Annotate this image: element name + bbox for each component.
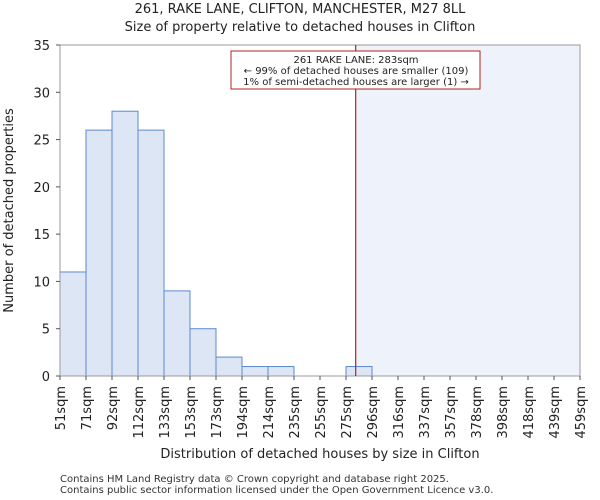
annotation-line: ← 99% of detached houses are smaller (10… <box>244 66 469 77</box>
x-tick-label: 71sqm <box>80 386 95 430</box>
x-tick-label: 194sqm <box>236 386 251 439</box>
x-tick-label: 439sqm <box>548 386 563 439</box>
x-tick-label: 235sqm <box>288 386 303 439</box>
x-tick-label: 255sqm <box>314 386 329 439</box>
histogram-bar <box>137 129 165 377</box>
x-tick-label: 296sqm <box>366 386 381 439</box>
x-tick-label: 214sqm <box>262 386 277 439</box>
y-tick-label: 5 <box>42 323 50 338</box>
histogram-bar <box>267 366 295 377</box>
x-tick-label: 378sqm <box>470 386 485 439</box>
x-tick-label: 153sqm <box>184 386 199 439</box>
annotation-box <box>230 50 481 90</box>
histogram-bar <box>215 356 243 377</box>
footer-licence: Contains public sector information licen… <box>60 485 494 496</box>
x-tick-label: 92sqm <box>106 386 121 430</box>
x-tick-label: 357sqm <box>444 386 459 439</box>
x-tick-label: 337sqm <box>418 386 433 439</box>
x-tick-label: 173sqm <box>210 386 225 439</box>
larger-region-highlight <box>355 45 580 376</box>
y-tick-label: 25 <box>33 134 50 149</box>
x-tick-label: 398sqm <box>496 386 511 439</box>
x-tick-label: 51sqm <box>54 386 69 430</box>
histogram-bar <box>111 110 139 377</box>
y-tick-label: 30 <box>33 86 50 101</box>
x-tick-label: 275sqm <box>340 386 355 439</box>
histogram-bar <box>85 129 113 377</box>
histogram-bar <box>189 328 217 377</box>
x-axis-label: Distribution of detached houses by size … <box>160 447 479 462</box>
histogram-bar <box>345 366 373 377</box>
y-tick-label: 0 <box>42 370 50 385</box>
x-tick-label: 418sqm <box>522 386 537 439</box>
annotation-line: 261 RAKE LANE: 283sqm <box>293 55 418 66</box>
y-tick-label: 15 <box>33 228 50 243</box>
y-tick-label: 10 <box>33 275 50 290</box>
x-tick-label: 459sqm <box>574 386 589 439</box>
histogram-bar <box>59 271 87 377</box>
chart-subtitle: Size of property relative to detached ho… <box>124 20 476 35</box>
histogram-bar <box>241 366 269 377</box>
footer-copyright: Contains HM Land Registry data © Crown c… <box>60 474 449 485</box>
histogram-bar <box>163 290 191 377</box>
x-tick-label: 133sqm <box>158 386 173 439</box>
x-tick-label: 316sqm <box>392 386 407 439</box>
y-tick-label: 20 <box>33 181 50 196</box>
annotation-line: 1% of semi-detached houses are larger (1… <box>243 77 469 88</box>
y-tick-label: 35 <box>33 39 50 54</box>
x-tick-label: 112sqm <box>132 386 147 439</box>
y-axis-label: Number of detached properties <box>2 108 17 313</box>
chart-title: 261, RAKE LANE, CLIFTON, MANCHESTER, M27… <box>134 2 466 17</box>
